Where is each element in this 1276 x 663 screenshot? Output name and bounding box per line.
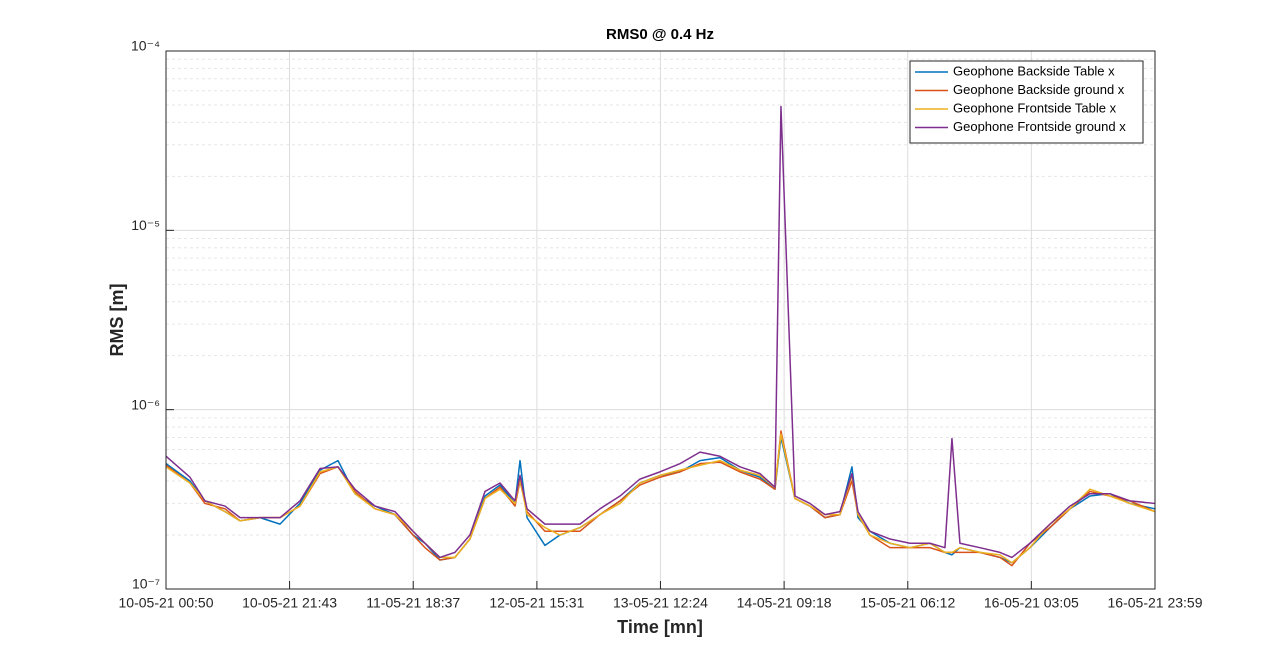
series-line [165,433,1156,564]
x-tick-label: 14-05-21 09:18 [737,595,832,611]
y-tick-label: 10⁻⁷ [132,576,160,592]
y-axis-label: RMS [m] [107,284,127,357]
x-tick-label: 16-05-21 03:05 [984,595,1079,611]
x-axis-label: Time [mn] [617,617,703,637]
legend-label: Geophone Frontside Table x [953,100,1117,115]
y-tick-label: 10⁻⁵ [131,217,160,233]
x-tick-label: 10-05-21 21:43 [242,595,337,611]
x-tick-label: 12-05-21 15:31 [489,595,584,611]
legend-label: Geophone Frontside ground x [953,119,1126,134]
legend-label: Geophone Backside Table x [953,63,1115,78]
legend-box [909,60,1144,144]
series-line [165,105,1156,559]
chart-title: RMS0 @ 0.4 Hz [606,26,714,43]
x-tick-label: 11-05-21 18:37 [366,595,460,611]
series-line [165,430,1156,567]
x-tick-label: 10-05-21 00:50 [119,595,214,611]
y-tick-label: 10⁻⁶ [131,396,160,412]
x-tick-label: 16-05-21 23:59 [1108,595,1203,611]
y-tick-label: 10⁻⁴ [131,38,160,54]
x-tick-label: 15-05-21 06:12 [860,595,955,611]
x-tick-label: 13-05-21 12:24 [613,595,708,611]
plot-frame [165,50,1156,590]
legend-label: Geophone Backside ground x [953,82,1125,97]
